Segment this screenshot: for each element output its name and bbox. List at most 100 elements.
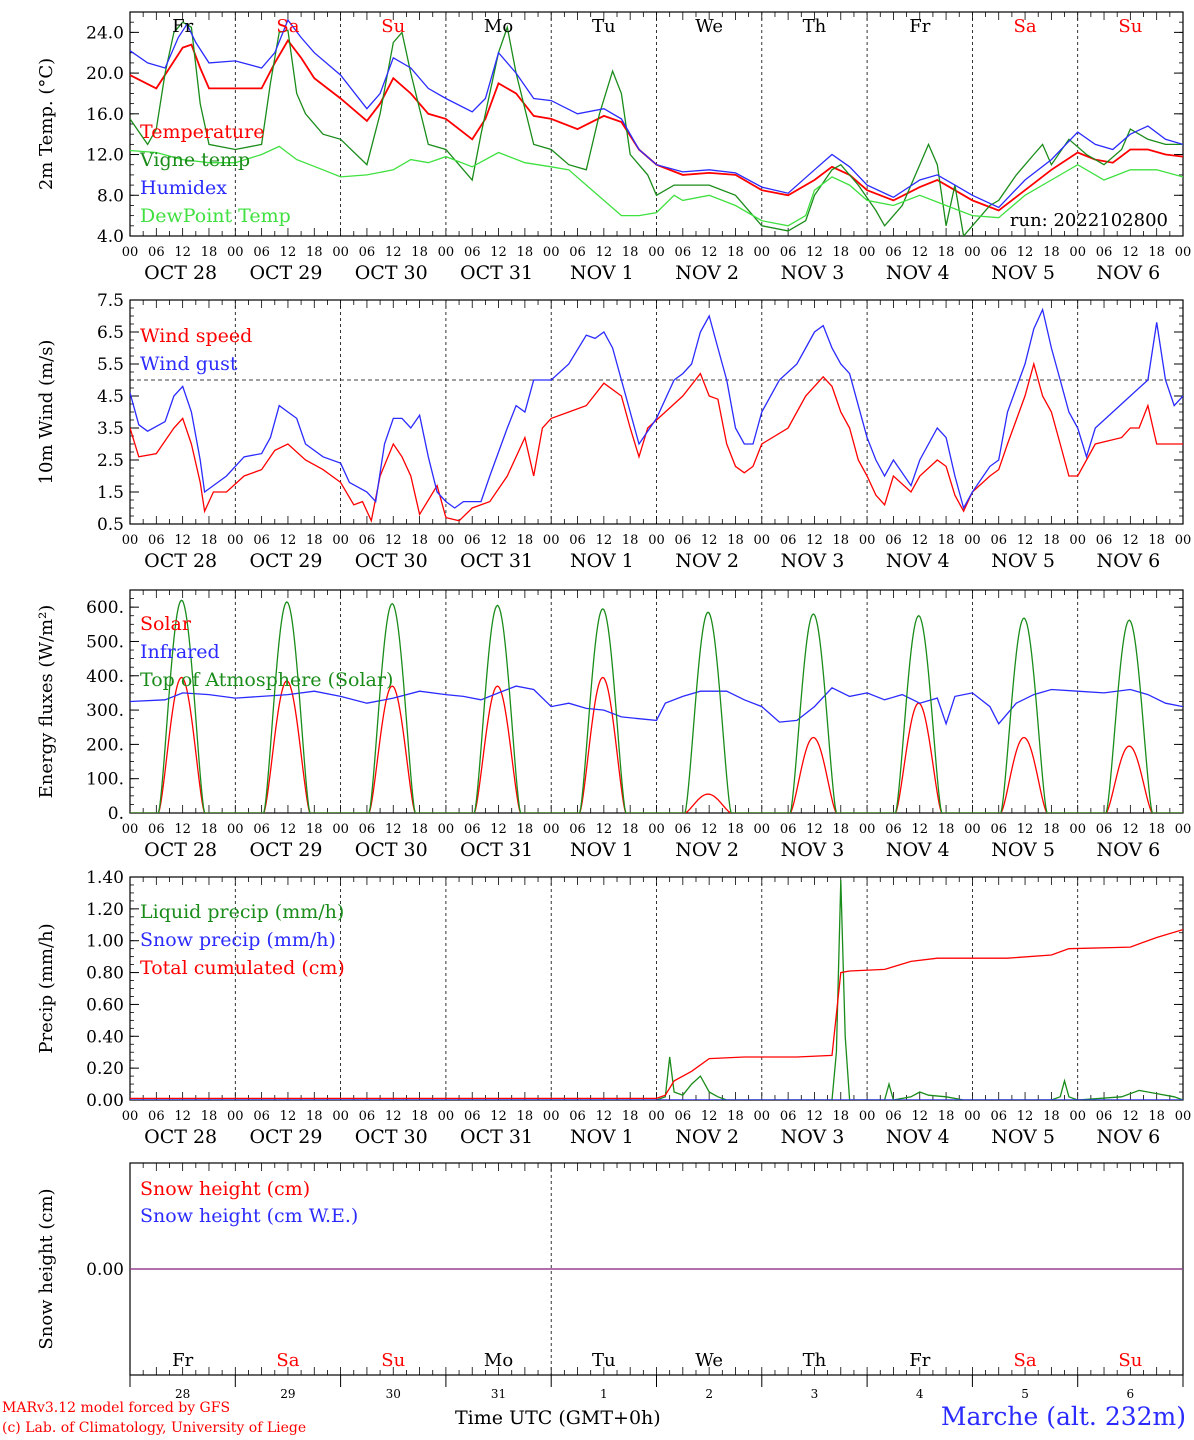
hour-label: 00 <box>859 822 876 837</box>
hour-label: 18 <box>411 245 428 260</box>
hour-label: 18 <box>833 822 850 837</box>
hour-label: 00 <box>859 533 876 548</box>
y-tick-label: 2.5 <box>97 451 124 471</box>
hour-label: 00 <box>1069 533 1086 548</box>
hour-label: 00 <box>964 1109 981 1124</box>
date-label: NOV 5 <box>991 1126 1055 1148</box>
hour-label: 06 <box>675 245 692 260</box>
hour-label: 06 <box>675 822 692 837</box>
y-tick-label: 5.5 <box>97 355 124 375</box>
date-label: OCT 28 <box>144 839 217 861</box>
y-tick-label: 1.5 <box>97 483 124 503</box>
date-label: OCT 31 <box>460 550 533 572</box>
hour-label: 00 <box>122 245 139 260</box>
date-label: NOV 6 <box>1096 839 1160 861</box>
hour-label: 06 <box>359 822 376 837</box>
run-annotation: run: 2022102800 <box>1010 210 1168 231</box>
hour-label: 18 <box>727 1109 744 1124</box>
y-tick-label: 500. <box>86 632 124 652</box>
hour-label: 06 <box>885 245 902 260</box>
hour-label: 18 <box>201 822 218 837</box>
series-line-wind-gust <box>130 307 1183 510</box>
day-number: 4 <box>916 1387 924 1401</box>
y-tick-label: 200. <box>86 735 124 755</box>
hour-label: 00 <box>754 822 771 837</box>
day-number: 2 <box>705 1387 713 1401</box>
legend-entry: Top of Atmosphere (Solar) <box>140 669 393 691</box>
hour-label: 06 <box>359 1109 376 1124</box>
series-line-liquid-precip-mm-h- <box>130 880 1183 1100</box>
date-label: NOV 3 <box>781 1126 845 1148</box>
series-line-top-of-atmosphere-solar- <box>130 599 1183 813</box>
hour-label: 06 <box>148 822 165 837</box>
hour-label: 00 <box>1175 245 1192 260</box>
hour-label: 00 <box>964 533 981 548</box>
hour-label: 12 <box>911 533 928 548</box>
date-label: NOV 1 <box>570 839 634 861</box>
hour-label: 12 <box>490 822 507 837</box>
hour-label: 06 <box>148 533 165 548</box>
legend-entry: Infrared <box>140 641 220 663</box>
hour-label: 18 <box>306 822 323 837</box>
date-label: NOV 3 <box>781 262 845 284</box>
legend-entry: DewPoint Temp <box>140 205 291 227</box>
hour-label: 00 <box>648 245 665 260</box>
hour-label: 12 <box>1017 1109 1034 1124</box>
hour-label: 18 <box>1148 1109 1165 1124</box>
series-group <box>130 880 1183 1100</box>
day-number: 28 <box>175 1387 190 1401</box>
hour-label: 00 <box>332 822 349 837</box>
y-tick-label: 4.5 <box>97 387 124 407</box>
hour-label: 18 <box>1148 245 1165 260</box>
hour-label: 00 <box>754 245 771 260</box>
legend-entry: Solar <box>140 613 192 635</box>
date-label: OCT 30 <box>355 550 428 572</box>
hour-label: 12 <box>385 533 402 548</box>
hour-label: 00 <box>859 245 876 260</box>
date-label: OCT 30 <box>355 839 428 861</box>
hour-label: 06 <box>569 245 586 260</box>
hour-label: 00 <box>1175 533 1192 548</box>
hour-label: 12 <box>701 245 718 260</box>
date-label: NOV 6 <box>1096 262 1160 284</box>
hour-label: 12 <box>280 245 297 260</box>
weekday-label: Sa <box>276 16 299 37</box>
weekday-label: Sa <box>276 1350 299 1371</box>
hour-label: 06 <box>1096 533 1113 548</box>
hour-label: 12 <box>911 1109 928 1124</box>
hour-label: 18 <box>411 822 428 837</box>
hour-label: 00 <box>1175 822 1192 837</box>
hour-label: 00 <box>964 822 981 837</box>
hour-label: 06 <box>885 1109 902 1124</box>
hour-label: 06 <box>148 1109 165 1124</box>
date-label: NOV 6 <box>1096 1126 1160 1148</box>
panel-energy: 0. 100. 200. 300. 400. 500. 600. Energy fluxes … <box>36 589 1192 861</box>
series-line-wind-speed <box>130 361 1183 523</box>
date-label: NOV 1 <box>570 550 634 572</box>
hour-label: 18 <box>1148 533 1165 548</box>
hour-label: 06 <box>464 1109 481 1124</box>
hour-label: 18 <box>306 245 323 260</box>
weekday-label: Mo <box>484 1350 513 1371</box>
hour-label: 12 <box>806 1109 823 1124</box>
y-tick-label: 300. <box>86 701 124 721</box>
hour-label: 18 <box>938 533 955 548</box>
series-line-solar <box>130 676 1183 813</box>
hour-label: 00 <box>332 245 349 260</box>
series-line-temperature <box>130 38 1183 212</box>
hour-label: 12 <box>596 822 613 837</box>
hour-label: 18 <box>517 1109 534 1124</box>
hour-label: 18 <box>411 533 428 548</box>
date-label: OCT 28 <box>144 262 217 284</box>
hour-label: 12 <box>1017 245 1034 260</box>
y-axis-label: Precip (mm/h) <box>36 923 57 1053</box>
hour-label: 00 <box>543 533 560 548</box>
hour-label: 06 <box>780 245 797 260</box>
hour-label: 06 <box>359 245 376 260</box>
weekday-label: Th <box>803 16 827 37</box>
hour-label: 18 <box>517 533 534 548</box>
day-number: 5 <box>1021 1387 1029 1401</box>
hour-label: 12 <box>1017 533 1034 548</box>
date-label: OCT 31 <box>460 839 533 861</box>
hour-label: 12 <box>596 245 613 260</box>
